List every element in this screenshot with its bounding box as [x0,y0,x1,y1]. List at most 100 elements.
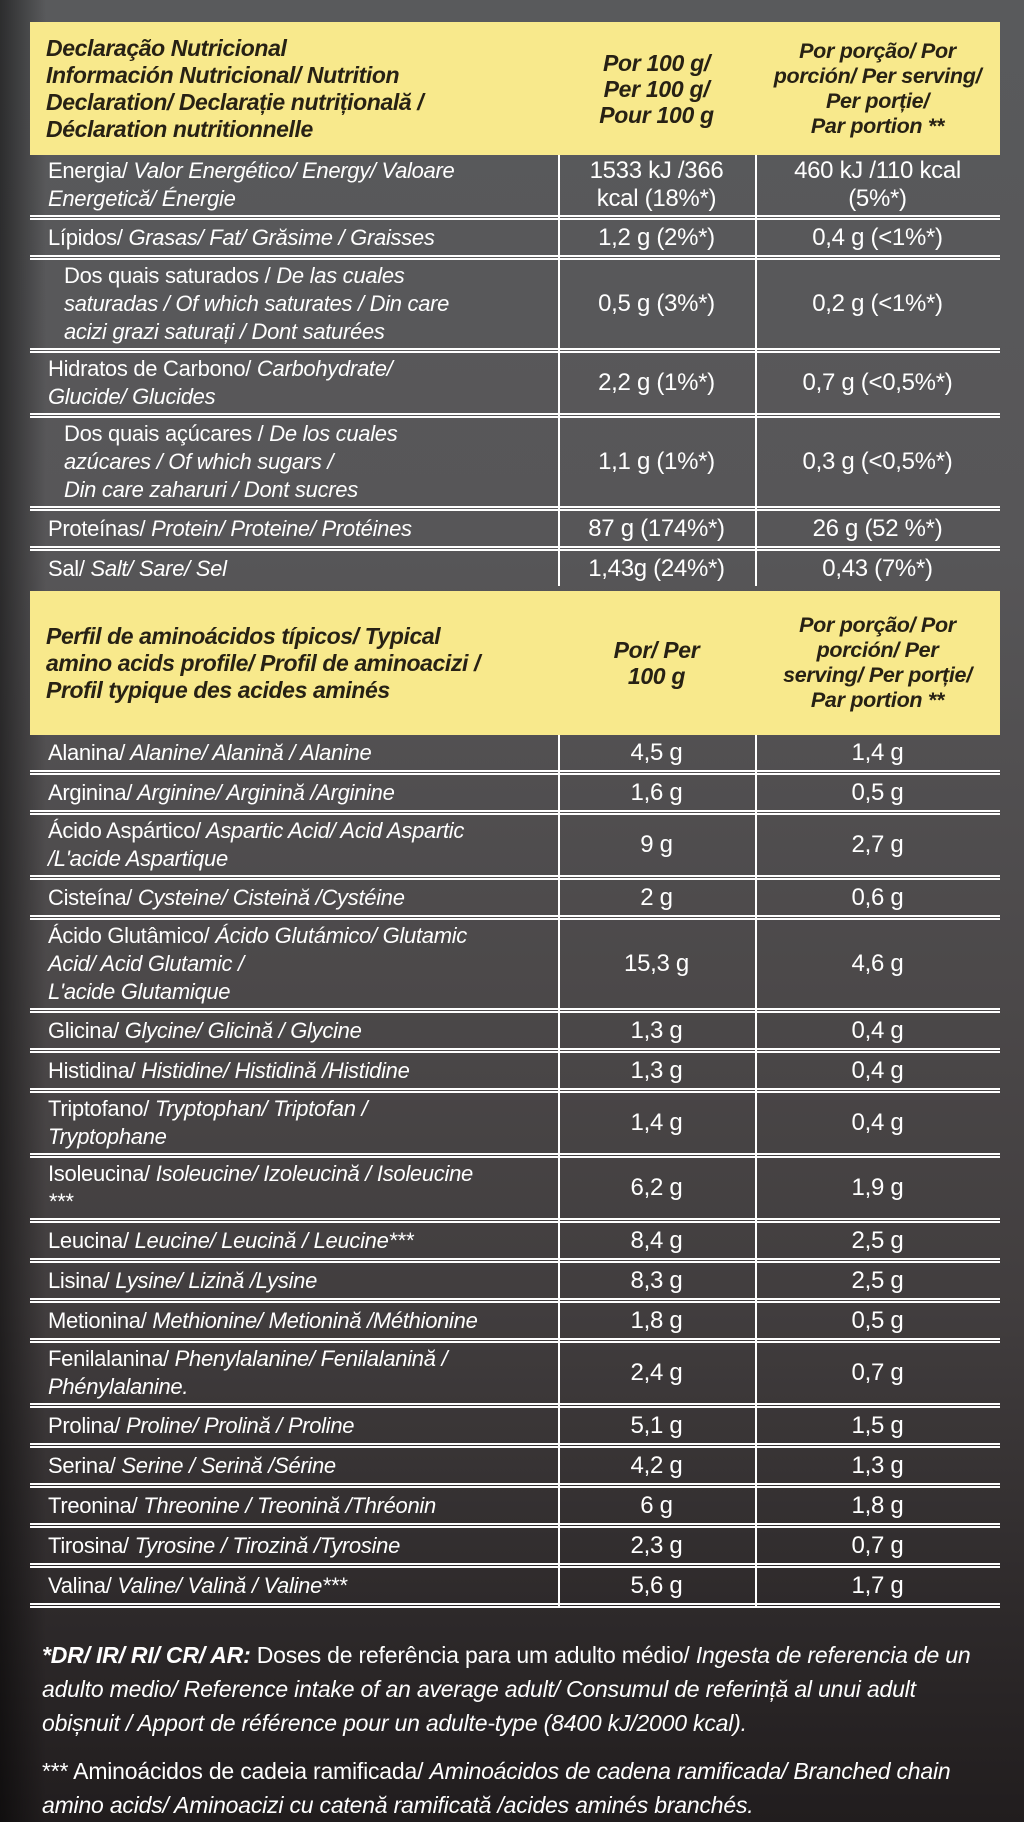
amino-acids-title: Perfil de aminoácidos típicos/ Typical a… [46,622,480,703]
per-portion-value: 0,7 g [851,1359,904,1386]
per-100g-value: 1,6 g [630,778,683,806]
row-label: Fenilalanina/ Phenylalanine/ Fenilalanin… [48,1346,448,1399]
per-100g-value: 2 g [640,883,673,911]
row-label: Lípidos/ Grasas/ Fat/ Grăsime / Graisses [48,224,435,250]
per-portion-value: 0,6 g [851,883,904,911]
row-label: Tirosina/ Tyrosine / Tirozină /Tyrosine [48,1532,401,1558]
footnote-asterisk-lead: *DR/ IR/ RI/ CR/ AR: [42,1642,257,1668]
amino-per-100g-column-header: Por/ Per 100 g [613,637,700,689]
table-row: Valina/ Valine/ Valină / Valine*** 5,6 g… [30,1568,1000,1608]
row-label: Metionina/ Methionine/ Metionină /Méthio… [48,1307,478,1333]
amino-per-portion-column-header: Por porção/ Por porción/ Per serving/ Pe… [783,613,972,712]
row-label: Proteínas/ Protein/ Proteine/ Protéines [48,515,412,541]
table-row: Lisina/ Lysine/ Lizină /Lysine 8,3 g 2,5… [30,1263,1000,1303]
per-100g-value: 1,43g (24%*) [588,554,725,582]
per-portion-value: 0,7 g [851,1531,904,1559]
row-label: Glicina/ Glycine/ Glicină / Glycine [48,1017,362,1043]
table-row: Proteínas/ Protein/ Proteine/ Protéines … [30,511,1000,551]
per-portion-value: 460 kJ /110 kcal (5%*) [794,157,961,212]
nutrition-declaration-header: Declaração Nutricional Información Nutri… [30,22,1000,155]
amino-acids-header: Perfil de aminoácidos típicos/ Typical a… [30,591,1000,735]
column-divider-1 [558,155,560,586]
column-divider-2 [755,735,757,1608]
table-row: Treonina/ Threonine / Treonină /Thréonin… [30,1488,1000,1528]
per-portion-value: 1,5 g [851,1411,904,1439]
per-portion-value: 0,5 g [851,778,904,806]
per-portion-value: 1,8 g [851,1491,904,1519]
per-portion-value: 0,4 g (<1%*) [812,223,943,251]
per-100g-value: 5,6 g [630,1571,683,1599]
table-row: Lípidos/ Grasas/ Fat/ Grăsime / Graisses… [30,220,1000,260]
row-label: Leucina/ Leucine/ Leucină / Leucine*** [48,1227,414,1253]
table-row: Histidina/ Histidine/ Histidină /Histidi… [30,1053,1000,1093]
row-label: Arginina/ Arginine/ Arginină /Arginine [48,779,395,805]
per-100g-value: 87 g (174%*) [588,514,725,542]
per-portion-value: 2,5 g [851,1226,904,1254]
nutrition-declaration-title: Declaração Nutricional Información Nutri… [46,34,424,142]
per-100g-value: 5,1 g [630,1411,683,1439]
row-label: Histidina/ Histidine/ Histidină /Histidi… [48,1057,410,1083]
row-label: Treonina/ Threonine / Treonină /Thréonin [48,1492,436,1518]
per-portion-value: 0,7 g (<0,5%*) [802,369,953,396]
table-row: Dos quais saturados / De las cuales satu… [30,260,1000,353]
row-label: Isoleucina/ Isoleucine/ Izoleucină / Iso… [48,1161,473,1214]
per-100g-value: 8,3 g [630,1266,683,1294]
row-label: Sal/ Salt/ Sare/ Sel [48,555,227,581]
table-row: Leucina/ Leucine/ Leucină / Leucine*** 8… [30,1223,1000,1263]
per-100g-value: 4,2 g [630,1451,683,1479]
row-label: Alanina/ Alanine/ Alanină / Alanine [48,739,372,765]
row-label: Lisina/ Lysine/ Lizină /Lysine [48,1267,318,1293]
per-100g-value: 0,5 g (3%*) [598,290,715,317]
per-portion-value: 0,4 g [851,1016,904,1044]
table-row: Prolina/ Proline/ Prolină / Proline 5,1 … [30,1408,1000,1448]
per-portion-value: 1,3 g [851,1451,904,1479]
per-portion-value: 2,7 g [851,831,904,858]
per-portion-value: 4,6 g [851,950,904,977]
per-100g-value: 8,4 g [630,1226,683,1254]
table-row: Ácido Glutâmico/ Ácido Glutámico/ Glutam… [30,920,1000,1013]
table-row: Arginina/ Arginine/ Arginină /Arginine 1… [30,775,1000,815]
table-row: Dos quais açúcares / De los cuales azúca… [30,418,1000,511]
per-100g-value: 2,4 g [630,1359,683,1386]
per-portion-value: 26 g (52 %*) [812,514,943,542]
table-row: Fenilalanina/ Phenylalanine/ Fenilalanin… [30,1343,1000,1408]
amino-acids-section: Alanina/ Alanine/ Alanină / Alanine 4,5 … [30,735,1000,1608]
row-label: Ácido Aspártico/ Aspartic Acid/ Acid Asp… [48,818,465,871]
table-row: Tirosina/ Tyrosine / Tirozină /Tyrosine … [30,1528,1000,1568]
column-divider-2 [755,155,757,586]
per-100g-value: 1,2 g (2%*) [598,223,715,251]
per-portion-value: 0,4 g [851,1056,904,1084]
bcaa-footnote-translations: Aminoácidos de cadena ramificada/ Branch… [42,1758,951,1818]
footnote-text-translations: Ingesta de referencia de un adulto medio… [42,1642,971,1736]
table-row: Metionina/ Methionine/ Metionină /Méthio… [30,1303,1000,1343]
bcaa-footnote: *** Aminoácidos de cadeia ramificada/ Am… [42,1754,994,1822]
per-100g-value: 9 g [640,831,673,858]
row-label: Cisteína/ Cysteine/ Cisteină /Cystéine [48,884,405,910]
per-100g-value: 6,2 g [630,1174,683,1201]
footnote-text-pt: Doses de referência para um adulto médio… [256,1642,696,1668]
row-label: Valina/ Valine/ Valină / Valine*** [48,1572,347,1598]
per-portion-value: 0,43 (7%*) [822,554,933,582]
table-row: Isoleucina/ Isoleucine/ Izoleucină / Iso… [30,1158,1000,1223]
row-label: Hidratos de Carbono/ Carbohydrate/ Gluci… [48,356,393,409]
per-portion-value: 1,4 g [851,738,904,766]
table-row: Serina/ Serine / Serină /Sérine 4,2 g 1,… [30,1448,1000,1488]
per-100g-value: 1533 kJ /366 kcal (18%*) [589,157,724,212]
per-100g-value: 1,1 g (1%*) [598,448,715,475]
per-100g-value: 1,8 g [630,1306,683,1334]
row-label: Prolina/ Proline/ Prolină / Proline [48,1412,355,1438]
table-row: Alanina/ Alanine/ Alanină / Alanine 4,5 … [30,735,1000,775]
table-row: Hidratos de Carbono/ Carbohydrate/ Gluci… [30,353,1000,418]
reference-intake-footnote: *DR/ IR/ RI/ CR/ AR: Doses de referência… [42,1638,994,1740]
per-portion-column-header: Por porção/ Por porción/ Per serving/ Pe… [773,38,982,138]
per-100g-value: 1,3 g [630,1056,683,1084]
per-portion-value: 0,2 g (<1%*) [812,290,943,317]
row-label: Ácido Glutâmico/ Ácido Glutámico/ Glutam… [48,923,468,1004]
footnotes: *DR/ IR/ RI/ CR/ AR: Doses de referência… [42,1638,994,1822]
per-100g-column-header: Por 100 g/ Per 100 g/ Pour 100 g [599,49,714,128]
per-100g-value: 6 g [640,1491,673,1519]
per-100g-value: 2,3 g [630,1531,683,1559]
per-portion-value: 2,5 g [851,1266,904,1294]
nutrition-table: Declaração Nutricional Información Nutri… [30,22,1000,1608]
